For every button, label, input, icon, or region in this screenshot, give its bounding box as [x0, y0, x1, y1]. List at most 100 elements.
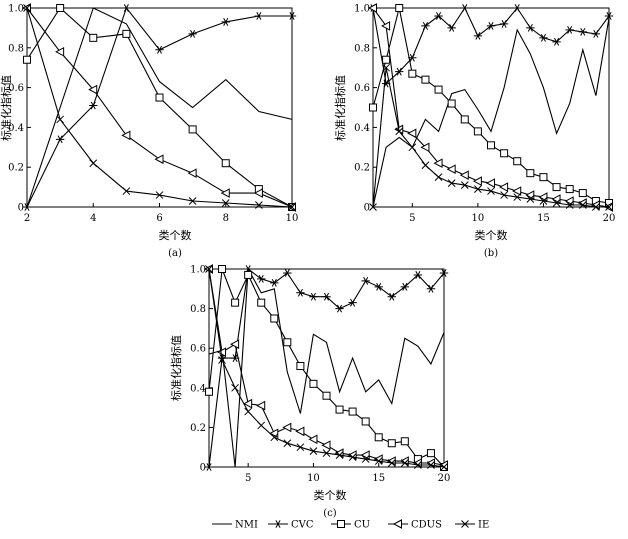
x-tick-label: 2	[24, 213, 30, 224]
chart-caption: (c)	[323, 508, 337, 519]
x-tick-label: 10	[472, 213, 485, 224]
data-point	[474, 185, 482, 193]
data-point	[426, 284, 436, 293]
data-point	[254, 12, 264, 20]
data-point	[592, 203, 600, 211]
data-point	[485, 178, 495, 188]
data-point	[421, 161, 430, 170]
data-point	[565, 25, 574, 34]
x-axis-label: 类个数	[314, 488, 347, 502]
legend-label: IE	[478, 520, 489, 531]
data-point	[538, 192, 548, 202]
data-point	[205, 265, 213, 273]
data-point	[270, 314, 279, 323]
y-tick-label: 1.0	[8, 4, 24, 15]
legend-item-cu: CU	[331, 520, 370, 531]
series-line	[26, 7, 293, 208]
data-point	[526, 195, 535, 203]
data-point	[539, 197, 548, 205]
y-axis-label: 标准化指标值	[333, 75, 347, 141]
data-point	[439, 269, 449, 277]
data-point	[244, 407, 253, 416]
y-axis-label: 标准化指标值	[0, 75, 13, 141]
data-point	[578, 201, 587, 209]
data-point	[187, 168, 197, 179]
data-point	[188, 197, 197, 205]
data-point	[360, 450, 370, 460]
legend-label: CU	[354, 520, 370, 531]
data-point	[361, 455, 370, 463]
series-cu	[23, 4, 296, 211]
data-point	[122, 187, 131, 195]
data-point	[513, 4, 522, 12]
x-tick-label: 6	[156, 213, 162, 224]
data-point	[500, 191, 508, 199]
data-point	[387, 292, 396, 301]
legend-marker	[461, 520, 469, 528]
data-point	[55, 46, 65, 57]
data-point	[421, 75, 430, 84]
y-tick-label: 0.2	[8, 163, 24, 174]
data-point	[295, 426, 305, 437]
data-point	[244, 270, 253, 279]
legend-marker	[273, 520, 283, 528]
data-point	[499, 182, 509, 192]
data-point	[282, 422, 292, 433]
data-point	[369, 103, 377, 112]
y-tick-label: 0.8	[190, 304, 206, 315]
data-point	[23, 4, 31, 12]
data-point	[231, 298, 240, 307]
data-point	[287, 12, 297, 20]
data-point	[257, 298, 266, 307]
data-point	[155, 45, 164, 54]
data-point	[230, 339, 240, 350]
data-point	[296, 443, 305, 452]
y-tick-label: 0.6	[8, 83, 24, 94]
y-tick-label: 1.0	[190, 265, 206, 276]
y-tick-label: 0.6	[354, 83, 370, 94]
chart-caption: (a)	[168, 248, 182, 259]
x-tick-label: 15	[372, 473, 385, 484]
series-line	[372, 7, 610, 208]
data-point	[605, 203, 613, 211]
data-point	[218, 356, 226, 364]
data-point	[382, 55, 391, 64]
data-point	[283, 439, 292, 448]
data-point	[460, 115, 469, 124]
data-point	[154, 154, 164, 165]
series-line	[372, 7, 610, 204]
data-point	[446, 164, 456, 175]
data-point	[525, 190, 535, 200]
data-point	[473, 31, 483, 40]
data-point	[526, 169, 535, 178]
series-cvc	[22, 4, 297, 211]
series-line	[372, 17, 610, 208]
plot-frame	[208, 268, 445, 468]
legend-item-ie: IE	[455, 520, 489, 531]
data-point	[361, 276, 370, 285]
data-point	[486, 22, 496, 30]
data-point	[499, 20, 509, 28]
data-point	[400, 459, 409, 467]
y-tick-label: 0.6	[190, 344, 206, 355]
data-point	[591, 29, 601, 38]
data-point	[221, 18, 230, 26]
data-point	[220, 188, 230, 198]
data-point	[348, 453, 357, 461]
data-point	[414, 461, 422, 469]
legend: NMI CVC CU CDUS IE	[212, 519, 489, 531]
data-point	[89, 33, 98, 42]
data-point	[155, 93, 164, 102]
chart-2: 0 0.2 0.4 0.6 0.8 1.0 5 10 15 20 类个数 标准化指标值 (b)	[333, 3, 615, 259]
data-point	[500, 149, 509, 158]
x-axis-label: 类个数	[475, 228, 508, 242]
chart-1: 0 0.2 0.4 0.6 0.8 1.0 2 4 6 8 10 类个数 标准化指标值 (a)	[0, 3, 298, 259]
data-point	[413, 271, 423, 279]
data-point	[257, 274, 266, 283]
data-point	[395, 127, 404, 136]
data-point	[23, 55, 31, 64]
data-point	[122, 4, 131, 12]
legend-marker	[392, 519, 402, 529]
data-point	[335, 304, 344, 313]
legend-item-nmi: NMI	[212, 520, 258, 531]
